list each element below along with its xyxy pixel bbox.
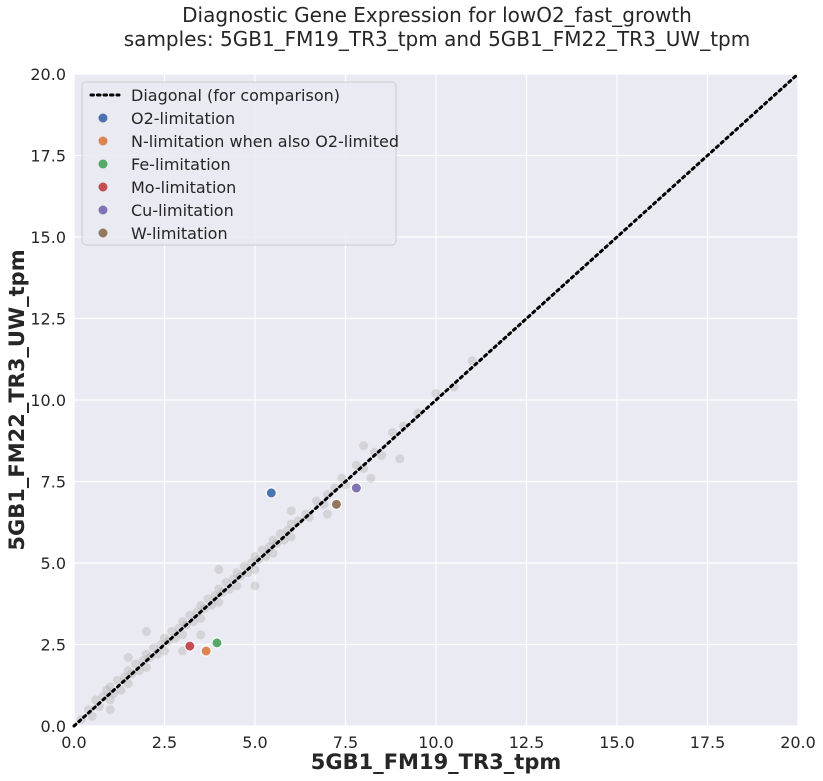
y-tick-label: 2.5	[41, 636, 66, 655]
legend-label: Fe-limitation	[131, 155, 231, 174]
chart-title-line-1: Diagnostic Gene Expression for lowO2_fas…	[182, 3, 692, 27]
y-tick-labels: 0.0 2.5 5.0 7.5 10.0 12.5 15.0 17.5 20.0	[30, 65, 66, 736]
background-point	[366, 474, 375, 483]
legend-swatch	[99, 137, 108, 146]
point-mo-limitation	[185, 641, 195, 651]
legend-swatch	[99, 206, 108, 215]
chart-title-line-2: samples: 5GB1_FM19_TR3_tpm and 5GB1_FM22…	[124, 27, 750, 51]
background-point	[251, 565, 260, 574]
point-n-limitation-when-also-o2-limited	[201, 646, 211, 656]
x-tick-label: 2.5	[152, 733, 177, 752]
x-tick-label: 20.0	[780, 733, 816, 752]
point-w-limitation	[331, 499, 341, 509]
legend-label-diagonal: Diagonal (for comparison)	[131, 86, 340, 105]
legend-swatch	[99, 160, 108, 169]
background-point	[214, 565, 223, 574]
y-tick-label: 15.0	[30, 228, 66, 247]
background-point	[323, 510, 332, 519]
point-o2-limitation	[266, 488, 276, 498]
y-axis-label: 5GB1_FM22_TR3_UW_tpm	[5, 249, 29, 550]
background-point	[388, 428, 397, 437]
y-tick-label: 5.0	[41, 554, 66, 573]
background-point	[359, 441, 368, 450]
background-point	[142, 627, 151, 636]
legend: Diagonal (for comparison) O2-limitation N-…	[82, 82, 399, 245]
y-tick-label: 12.5	[30, 310, 66, 329]
point-cu-limitation	[351, 483, 361, 493]
x-tick-label: 5.0	[242, 733, 267, 752]
x-axis-label: 5GB1_FM19_TR3_tpm	[311, 750, 562, 774]
background-point	[178, 630, 187, 639]
legend-label: O2-limitation	[131, 109, 235, 128]
y-tick-label: 7.5	[41, 473, 66, 492]
y-tick-label: 20.0	[30, 65, 66, 84]
y-tick-label: 0.0	[41, 717, 66, 736]
legend-label: Mo-limitation	[131, 178, 236, 197]
background-point	[432, 389, 441, 398]
y-tick-label: 17.5	[30, 147, 66, 166]
background-point	[251, 581, 260, 590]
legend-swatch	[99, 229, 108, 238]
background-point	[287, 506, 296, 515]
background-point	[124, 653, 133, 662]
legend-label: Cu-limitation	[131, 201, 234, 220]
y-tick-label: 10.0	[30, 391, 66, 410]
point-fe-limitation	[212, 638, 222, 648]
x-tick-label: 15.0	[599, 733, 635, 752]
x-tick-label: 17.5	[690, 733, 726, 752]
legend-swatch	[99, 114, 108, 123]
legend-box	[82, 82, 396, 245]
legend-label: N-limitation when also O2-limited	[131, 132, 399, 151]
background-point	[106, 705, 115, 714]
background-point	[395, 454, 404, 463]
background-point	[196, 630, 205, 639]
legend-label: W-limitation	[131, 224, 228, 243]
legend-swatch	[99, 183, 108, 192]
